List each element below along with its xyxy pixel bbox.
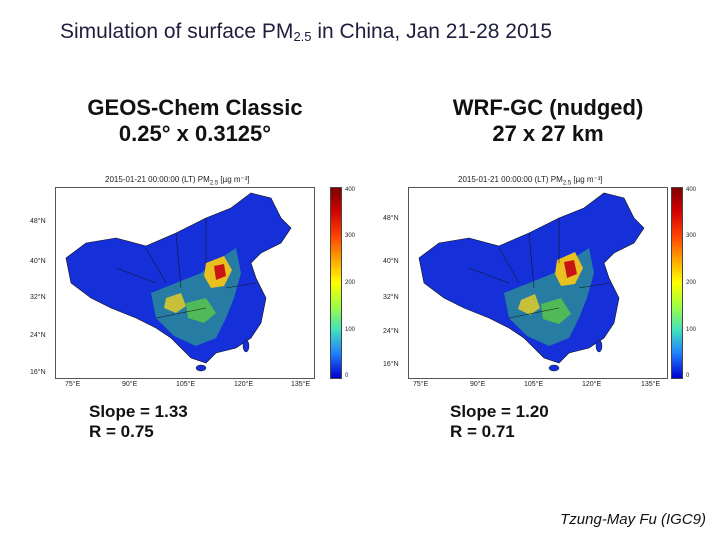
taiwan [595, 339, 603, 353]
pollution-core [564, 260, 577, 278]
pollution-core [214, 264, 226, 280]
province-lines [115, 218, 257, 319]
title-main: Simulation of surface PM [60, 20, 294, 43]
taiwan [242, 339, 250, 353]
pm25-map [408, 187, 668, 379]
lat-label: 40°N [30, 258, 46, 265]
pollution-central [186, 298, 216, 323]
pollution-sichuan [164, 293, 186, 313]
lon-label: 75°E [65, 381, 81, 388]
colorbar-tick: 0 [686, 373, 690, 379]
r-value: R = 0.71 [450, 422, 515, 441]
colorbar-tick: 300 [345, 233, 356, 239]
panel-title-line1: GEOS-Chem Classic [87, 95, 303, 120]
panel-title-line2: 0.25° x 0.3125° [118, 121, 272, 146]
colorbar-tick: 200 [686, 280, 697, 286]
title-rest: in China, Jan 21-28 2015 [311, 20, 553, 43]
map-caption: 2015-01-21 00:00:00 (LT) PM2.5 [µg m⁻³] [105, 175, 250, 187]
lat-label: 24°N [30, 332, 46, 339]
lon-label: 105°E [176, 381, 196, 388]
map-caption-text: 2015-01-21 00:00:00 (LT) PM [105, 175, 210, 184]
colorbar-tick: 100 [345, 327, 356, 333]
lat-label: 16°N [383, 361, 399, 368]
colorbar-tick: 200 [345, 280, 356, 286]
colorbar-tick: 300 [686, 233, 697, 239]
china-region [418, 192, 645, 364]
stats-geos-chem: Slope = 1.33 R = 0.75 [89, 402, 188, 442]
map-caption-unit: [µg m⁻³] [571, 175, 603, 184]
lat-label: 16°N [30, 369, 46, 376]
lon-label: 75°E [413, 381, 429, 388]
lat-label: 32°N [30, 294, 46, 301]
slope-value: Slope = 1.20 [450, 402, 549, 421]
title-subscript: 2.5 [293, 29, 312, 44]
lon-label: 120°E [234, 381, 254, 388]
colorbar-tick: 400 [345, 187, 356, 193]
lat-label: 48°N [30, 218, 46, 225]
lat-label: 48°N [383, 215, 399, 222]
province-lines [468, 218, 610, 319]
author-credit: Tzung-May Fu (IGC9) [560, 511, 706, 528]
panel-geos-chem: GEOS-Chem Classic 0.25° x 0.3125° 2015-0… [30, 95, 360, 395]
pollution-sichuan [518, 294, 540, 315]
lon-label: 135°E [291, 381, 311, 388]
lat-label: 24°N [383, 328, 399, 335]
colorbar-tick: 0 [345, 373, 349, 379]
colorbar-tick: 400 [686, 187, 697, 193]
panel-wrf-gc: WRF-GC (nudged) 27 x 27 km 2015-01-21 00… [383, 95, 713, 395]
lat-label: 32°N [383, 294, 399, 301]
pm25-map [55, 187, 315, 379]
panel-title: GEOS-Chem Classic 0.25° x 0.3125° [65, 95, 325, 147]
stats-wrf-gc: Slope = 1.20 R = 0.71 [450, 402, 549, 442]
panel-title-line2: 27 x 27 km [492, 121, 604, 146]
pm25-map-svg [418, 192, 645, 372]
lon-label: 90°E [122, 381, 138, 388]
map-caption: 2015-01-21 00:00:00 (LT) PM2.5 [µg m⁻³] [458, 175, 603, 187]
slope-value: Slope = 1.33 [89, 402, 188, 421]
lat-label: 40°N [383, 258, 399, 265]
panel-title: WRF-GC (nudged) 27 x 27 km [418, 95, 678, 147]
colorbar-tick: 100 [686, 327, 697, 333]
hainan [548, 364, 560, 372]
r-value: R = 0.75 [89, 422, 154, 441]
colorbar [671, 187, 683, 379]
map-caption-unit: [µg m⁻³] [218, 175, 250, 184]
lon-label: 120°E [582, 381, 602, 388]
pm25-map-svg [65, 192, 292, 372]
hainan [195, 364, 207, 372]
china-region [65, 192, 292, 364]
map-caption-sub: 2.5 [562, 180, 572, 187]
pollution-central [541, 298, 571, 324]
colorbar [330, 187, 342, 379]
panel-title-line1: WRF-GC (nudged) [452, 95, 644, 120]
lon-label: 90°E [470, 381, 486, 388]
map-caption-sub: 2.5 [209, 180, 219, 187]
lon-label: 135°E [641, 381, 661, 388]
slide-title: Simulation of surface PM2.5 in China, Ja… [60, 20, 552, 44]
lon-label: 105°E [524, 381, 544, 388]
map-caption-text: 2015-01-21 00:00:00 (LT) PM [458, 175, 563, 184]
